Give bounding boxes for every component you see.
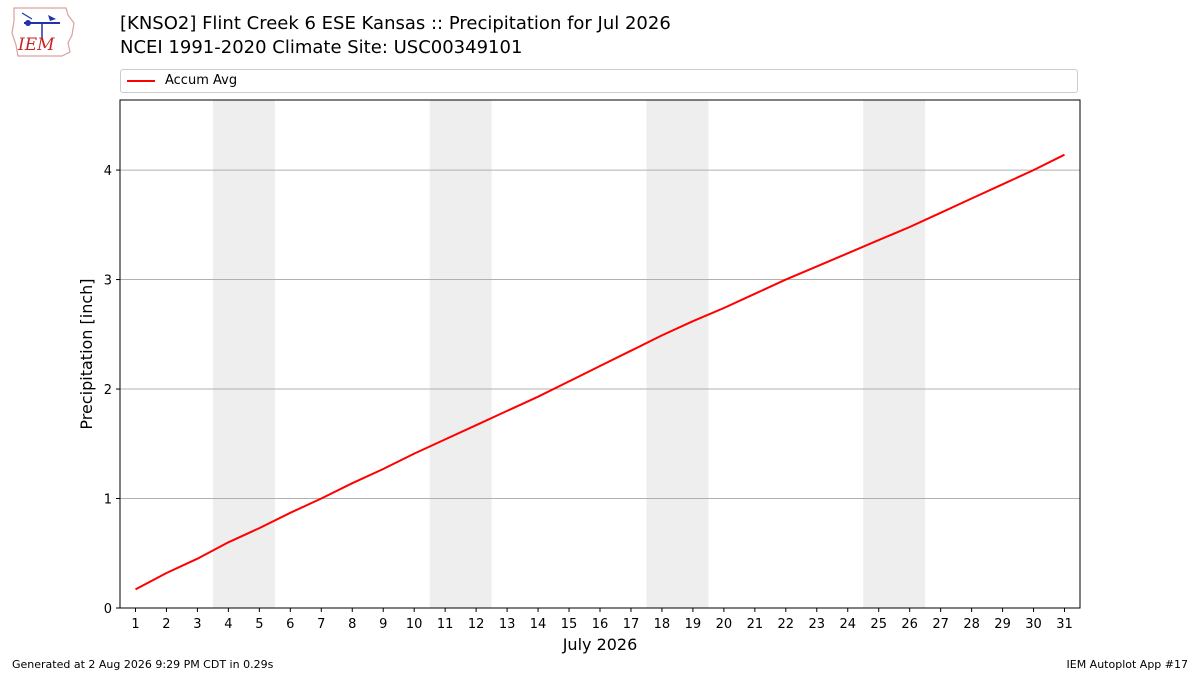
footer-generated-text: Generated at 2 Aug 2026 9:29 PM CDT in 0… — [12, 658, 274, 671]
x-tick-label: 6 — [286, 617, 294, 632]
x-tick-label: 25 — [870, 617, 887, 632]
data-point — [754, 293, 756, 295]
data-point — [692, 320, 694, 322]
weekend-band-1 — [212, 100, 275, 608]
x-tick-label: 21 — [747, 617, 764, 632]
x-tick-label: 4 — [224, 617, 232, 632]
chart-subtitle: NCEI 1991-2020 Climate Site: USC00349101 — [120, 37, 523, 58]
data-point — [382, 468, 384, 470]
data-point — [878, 239, 880, 241]
y-tick-label: 3 — [104, 274, 112, 289]
data-point — [599, 365, 601, 367]
y-axis-label: Precipitation [inch] — [77, 278, 96, 429]
footer-app-label: IEM Autoplot App #17 — [1066, 658, 1189, 671]
x-tick-label: 28 — [963, 617, 980, 632]
data-point — [227, 541, 229, 543]
x-tick-label: 1 — [131, 617, 139, 632]
weekend-band-4 — [863, 100, 926, 608]
weekend-band-3 — [646, 100, 709, 608]
data-point — [196, 558, 198, 560]
x-tick-label: 24 — [839, 617, 856, 632]
data-point — [537, 396, 539, 398]
x-tick-label: 29 — [994, 617, 1011, 632]
x-tick-label: 23 — [809, 617, 826, 632]
x-tick-label: 26 — [901, 617, 918, 632]
data-point — [723, 307, 725, 309]
series-line-accum-avg — [135, 153, 1065, 591]
data-point — [165, 572, 167, 574]
data-point — [1064, 154, 1066, 156]
y-tick-label: 1 — [104, 493, 112, 508]
x-axis-label: July 2026 — [562, 635, 638, 654]
x-tick-label: 14 — [530, 617, 547, 632]
x-tick-label: 13 — [499, 617, 516, 632]
legend-label-accum-avg: Accum Avg — [165, 73, 238, 88]
x-tick-label: 5 — [255, 617, 263, 632]
data-point — [630, 350, 632, 352]
chart-legend: Accum Avg — [120, 69, 1078, 93]
data-point — [475, 424, 477, 426]
data-point — [289, 512, 291, 514]
data-point — [351, 482, 353, 484]
x-tick-label: 11 — [437, 617, 454, 632]
data-point — [785, 279, 787, 281]
chart-title: [KNSO2] Flint Creek 6 ESE Kansas :: Prec… — [120, 13, 671, 34]
x-tick-label: 16 — [592, 617, 609, 632]
x-tick-label: 18 — [654, 617, 671, 632]
x-tick-label: 30 — [1025, 617, 1042, 632]
data-point — [134, 588, 136, 590]
x-tick-label: 22 — [778, 617, 795, 632]
svg-text:IEM: IEM — [17, 35, 55, 55]
iem-logo: IEM — [11, 7, 75, 57]
x-tick-label: 19 — [685, 617, 702, 632]
x-tick-label: 10 — [406, 617, 423, 632]
data-point — [1033, 169, 1035, 171]
data-point — [506, 410, 508, 412]
x-tick-label: 15 — [561, 617, 578, 632]
x-tick-label: 17 — [623, 617, 640, 632]
data-point — [258, 527, 260, 529]
x-tick-label: 2 — [162, 617, 170, 632]
data-point — [940, 212, 942, 214]
y-tick-label: 4 — [104, 164, 112, 179]
data-point — [847, 252, 849, 254]
data-point — [413, 453, 415, 455]
x-tick-label: 27 — [932, 617, 949, 632]
x-tick-label: 31 — [1056, 617, 1073, 632]
x-tick-label: 8 — [348, 617, 356, 632]
data-point — [320, 498, 322, 500]
data-point — [816, 265, 818, 267]
x-tick-label: 12 — [468, 617, 485, 632]
y-tick-label: 0 — [104, 602, 112, 617]
x-tick-label: 3 — [193, 617, 201, 632]
legend-swatch-accum-avg — [127, 80, 155, 82]
data-point — [909, 226, 911, 228]
data-point — [661, 334, 663, 336]
x-tick-label: 9 — [379, 617, 387, 632]
data-point — [568, 380, 570, 382]
weekend-band-2 — [429, 100, 492, 608]
y-tick-label: 2 — [104, 383, 112, 398]
x-tick-label: 20 — [716, 617, 733, 632]
data-point — [444, 438, 446, 440]
data-point — [971, 198, 973, 200]
data-point — [1002, 183, 1004, 185]
x-tick-label: 7 — [317, 617, 325, 632]
